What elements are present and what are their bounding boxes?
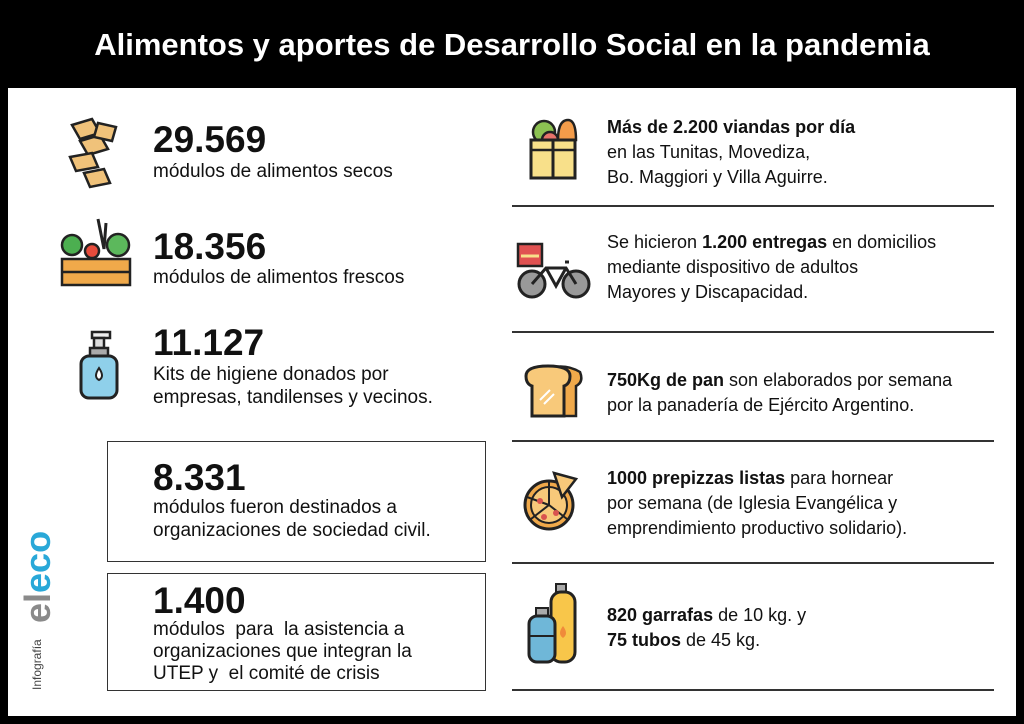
desc-line: Kits de higiene donados por <box>153 364 389 385</box>
viandas-text: Más de 2.200 viandas por día en las Tunit… <box>607 115 855 190</box>
eleco-logo: eleco <box>18 531 58 623</box>
text: de 10 kg. y <box>713 605 807 625</box>
stat-number-utep: 1.400 <box>153 580 246 621</box>
text: Se hicieron <box>607 232 703 252</box>
stat-desc-hygiene-kits: Kits de higiene donados por empresas, tan… <box>153 363 433 409</box>
pasta-icon <box>68 117 118 189</box>
divider <box>512 562 994 564</box>
stat-number-fresh-food: 18.356 <box>153 226 267 267</box>
food-bag-icon <box>529 118 578 180</box>
text-line: Mayores y Discapacidad. <box>607 282 809 302</box>
stat-number-civil-society: 8.331 <box>153 457 246 498</box>
highlight: 1.200 entregas <box>702 232 828 252</box>
text: en domicilios <box>827 232 937 252</box>
text: para hornear <box>785 468 894 488</box>
prepizzas-text: 1000 prepizzas listas para hornear por se… <box>607 466 907 541</box>
desc-line: UTEP y el comité de crisis <box>153 663 380 684</box>
desc-line: módulos fueron destinados a <box>153 497 397 518</box>
deliveries-text: Se hicieron 1.200 entregas en domicilios… <box>607 230 936 305</box>
highlight: 750Kg de pan <box>607 370 725 390</box>
stat-desc-fresh-food: módulos de alimentos frescos <box>153 267 405 288</box>
highlight: Más de 2.200 viandas por día <box>607 117 856 137</box>
page-title: Alimentos y aportes de Desarrollo Social… <box>0 0 1024 88</box>
stat-box-civil-society <box>107 441 486 562</box>
text-line: en las Tunitas, Movediza, <box>607 142 811 162</box>
desc-line: módulos para la asistencia a <box>153 619 405 640</box>
svg-text:eleco: eleco <box>18 531 58 623</box>
text-line: emprendimiento productivo solidario). <box>607 518 908 538</box>
stat-number-hygiene-kits: 11.127 <box>153 322 265 363</box>
highlight: 75 tubos <box>607 630 682 650</box>
highlight: 1000 prepizzas listas <box>607 468 786 488</box>
infografia-label: Infografía <box>30 639 44 690</box>
text: de 45 kg. <box>681 630 761 650</box>
stat-desc-civil-society: módulos fueron destinados a organizacione… <box>153 496 431 542</box>
divider <box>512 205 994 207</box>
text-line: Bo. Maggiori y Villa Aguirre. <box>607 167 828 187</box>
stat-desc-dry-food: módulos de alimentos secos <box>153 161 393 182</box>
desc-line: organizaciones que integran la <box>153 641 412 662</box>
gas-cylinder-icon <box>527 583 577 664</box>
soap-dispenser-icon <box>79 330 119 400</box>
text-line: mediante dispositivo de adultos <box>607 257 859 277</box>
vegetable-crate-icon <box>60 218 132 287</box>
divider <box>512 440 994 442</box>
infographic-page <box>8 8 1016 716</box>
gas-text: 820 garrafas de 10 kg. y 75 tubos de 45 k… <box>607 603 806 653</box>
text: son elaborados por semana <box>724 370 953 390</box>
bread-text: 750Kg de pan son elaborados por semana po… <box>607 368 952 418</box>
pizza-icon <box>523 471 579 531</box>
highlight: 820 garrafas <box>607 605 714 625</box>
delivery-bike-icon <box>516 242 591 299</box>
text-line: por la panadería de Ejército Argentino. <box>607 395 915 415</box>
stat-number-dry-food: 29.569 <box>153 119 267 160</box>
stat-box-utep <box>107 573 486 691</box>
stat-desc-utep: módulos para la asistencia a organizacion… <box>153 619 412 685</box>
bread-icon <box>524 364 583 418</box>
divider <box>512 331 994 333</box>
desc-line: empresas, tandilenses y vecinos. <box>153 387 433 408</box>
text-line: por semana (de Iglesia Evangélica y <box>607 493 898 513</box>
desc-line: organizaciones de sociedad civil. <box>153 520 431 541</box>
divider <box>512 689 994 691</box>
